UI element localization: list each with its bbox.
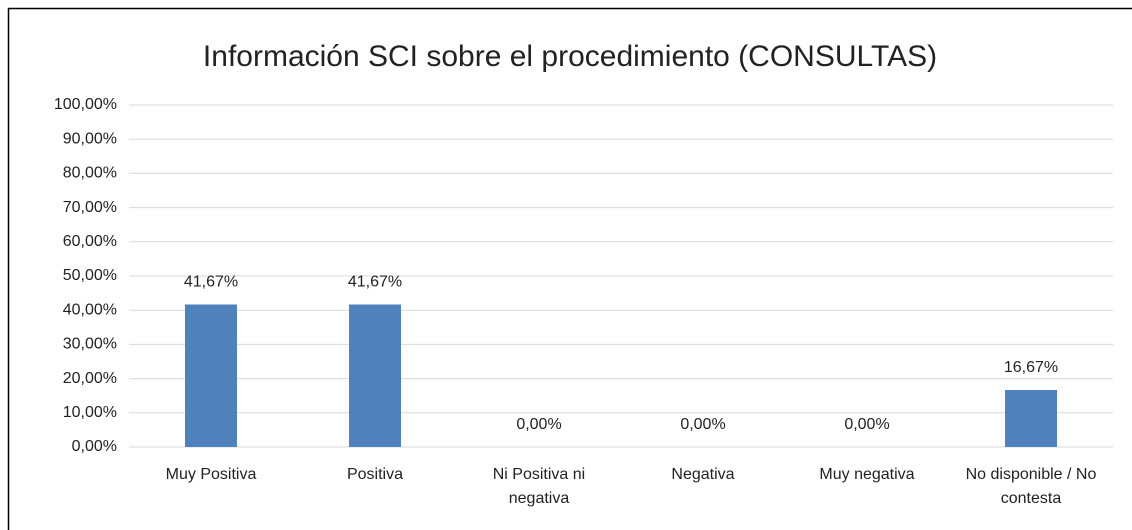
y-tick-label: 60,00% bbox=[63, 233, 117, 250]
y-tick-label: 20,00% bbox=[63, 370, 117, 387]
chart-title: Información SCI sobre el procedimiento (… bbox=[203, 40, 937, 73]
bar bbox=[349, 304, 401, 447]
value-label: 41,67% bbox=[184, 274, 238, 291]
y-tick-label: 0,00% bbox=[72, 438, 117, 455]
y-tick-label: 70,00% bbox=[63, 199, 117, 216]
y-tick-label: 10,00% bbox=[63, 404, 117, 421]
y-tick-label: 80,00% bbox=[63, 165, 117, 182]
x-tick-label: Muy negativa bbox=[819, 466, 915, 483]
x-tick-label: Negativa bbox=[671, 466, 735, 483]
y-tick-label: 40,00% bbox=[63, 301, 117, 318]
x-tick-label: Ni Positiva ni negativa bbox=[492, 466, 586, 507]
x-tick-label: No disponible / No contesta bbox=[965, 466, 1097, 507]
y-tick-label: 100,00% bbox=[54, 96, 117, 113]
value-label: 41,67% bbox=[348, 274, 402, 291]
value-label: 0,00% bbox=[844, 416, 889, 433]
value-label: 0,00% bbox=[680, 416, 725, 433]
x-tick-label: Muy Positiva bbox=[165, 466, 257, 483]
bar bbox=[185, 304, 237, 447]
x-tick-label: Positiva bbox=[346, 466, 404, 483]
chart-border bbox=[7, 7, 1132, 530]
y-tick-label: 50,00% bbox=[63, 267, 117, 284]
value-label: 0,00% bbox=[516, 416, 561, 433]
value-label: 16,67% bbox=[1004, 359, 1058, 376]
bar bbox=[1005, 389, 1057, 447]
y-tick-label: 30,00% bbox=[63, 336, 117, 353]
y-tick-label: 90,00% bbox=[63, 130, 117, 147]
